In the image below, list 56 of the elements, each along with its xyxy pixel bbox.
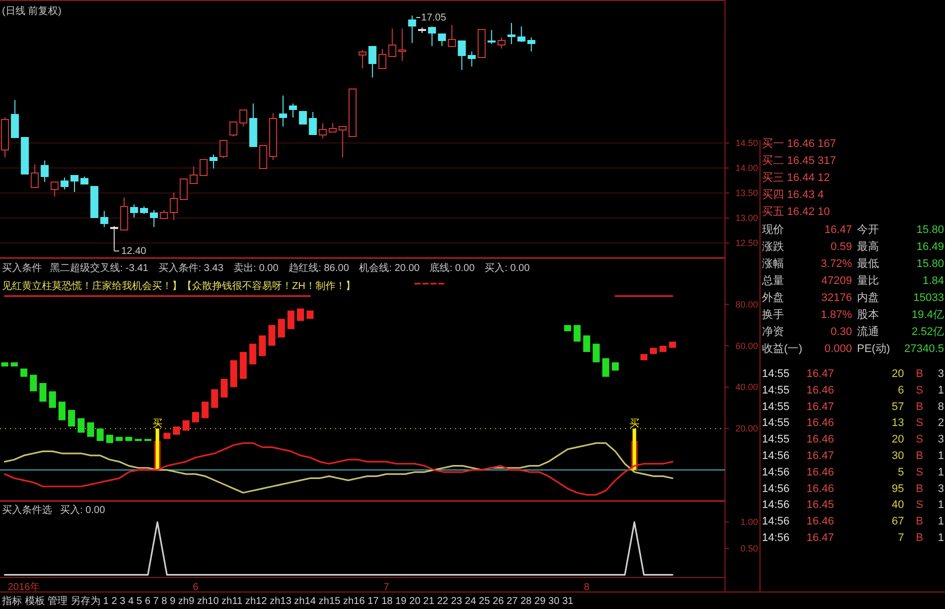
text: 涨幅 3.72% 最低 15.80	[762, 258, 944, 270]
x-tick-label: 7	[384, 582, 390, 593]
data-label: 买	[152, 418, 162, 430]
x-tick-label: 6	[192, 582, 199, 593]
annotation: 买入: 0.00	[60, 504, 106, 516]
y-tick-label: 80.00	[735, 299, 758, 310]
text: 买四 16.43 4	[762, 189, 824, 201]
text: 14:56 16.46 95 B 3	[762, 482, 944, 495]
y-tick-label: 14.50	[735, 138, 758, 148]
text: 见红黄立柱莫恐慌！庄家给我机会买！】【众散挣钱很不容易呀！ZH！制作！】	[2, 280, 356, 292]
y-tick-label: 13.50	[735, 188, 758, 198]
x-tick-label: 8	[584, 582, 590, 593]
y-tick-label: 40.00	[735, 382, 758, 392]
y-tick-label: 14.00	[735, 163, 758, 173]
x-tick-label: 2016年	[8, 581, 40, 593]
text: 外盘 32176 内盘 15033	[762, 292, 944, 304]
text: 14:55 16.46 6 S 1	[762, 384, 944, 396]
annotation: 买入条件: 3.43	[158, 262, 224, 274]
annotation: 底线: 0.00	[430, 262, 476, 274]
text: 现价 16.47 今开 15.80	[762, 224, 944, 236]
text: 换手 1.87% 股本 19.4亿	[762, 309, 944, 321]
y-tick-label: 13.00	[735, 213, 758, 223]
text: 14:56 16.46 5 S 1	[762, 466, 944, 478]
annotation: 黑二超级交叉线: -3.41	[50, 262, 149, 274]
annotation: 机会线: 20.00	[359, 262, 420, 274]
text: 买入条件	[2, 262, 42, 274]
text: 买二 16.45 317	[762, 155, 836, 167]
chart-title: 买入条件选	[2, 504, 52, 516]
text: 买五 16.42 10	[762, 206, 830, 218]
y-tick-label: 0.50	[740, 543, 758, 554]
text: 14:56 16.46 67 B 1	[762, 516, 944, 528]
text: 14:55 16.47 20 B 3	[762, 368, 944, 380]
text: 指标 模板 管理 另存为 1 2 3 4 5 6 7 8 9 zh9 zh10 zh11 zh12 zh13 zh14 zh15 zh16 17 18 19 20 21 22 23 24 25 26 27 28 29 30 31	[1, 595, 574, 607]
text: 买三 16.44 12	[762, 172, 830, 184]
text: 14:55 16.46 13 S 2	[762, 417, 944, 430]
annotation: 12.40	[121, 246, 147, 257]
y-tick-label: 1.00	[740, 517, 758, 528]
text: 14:56 16.45 40 S 1	[762, 499, 944, 512]
data-label: 买	[629, 418, 640, 430]
text: 14:55 16.46 20 S 3	[762, 434, 944, 446]
text: 净资 0.30 流通 2.52亿	[762, 326, 944, 338]
y-tick-label: 60.00	[735, 340, 758, 351]
text: 14:55 16.47 57 B 8	[762, 400, 944, 413]
annotation: 买入: 0.00	[484, 262, 530, 274]
annotation: 17.05	[421, 12, 447, 24]
text: 14:56 16.47 30 B 1	[762, 450, 944, 462]
annotation: 卖出: 0.00	[233, 262, 279, 274]
text: 收益(一) 0.000 PE(动) 27340.5	[762, 343, 944, 355]
text: 涨跌 0.59 最高 16.49	[762, 241, 944, 253]
y-tick-label: 20.00	[735, 424, 758, 434]
text: 买一 16.46 167	[762, 138, 836, 150]
text: 14:56 16.47 7 B 1	[762, 532, 944, 544]
text: 总量 47209 量比 1.84	[762, 275, 944, 287]
text: (日线 前复权)	[2, 5, 62, 17]
annotation: 趋红线: 86.00	[288, 262, 350, 274]
y-tick-label: 12.50	[735, 238, 758, 248]
